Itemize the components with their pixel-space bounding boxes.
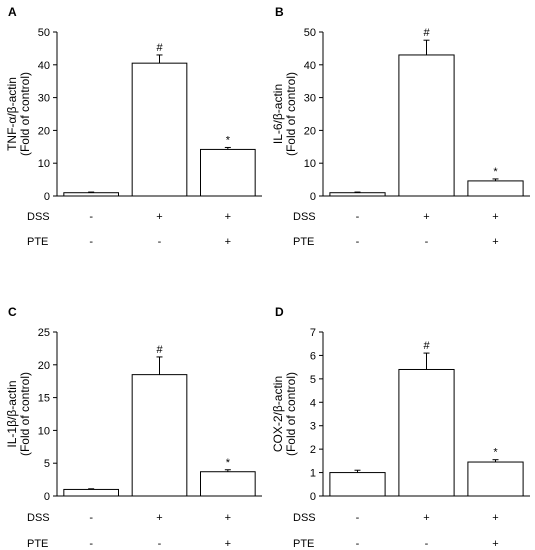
condition-mark: + [225, 538, 231, 550]
significance-marker: # [423, 27, 430, 39]
panel-letter: D [275, 305, 284, 319]
bar [467, 180, 524, 197]
bar [398, 368, 455, 497]
condition-mark: + [423, 512, 429, 524]
bar [200, 148, 256, 197]
condition-mark: - [356, 236, 360, 248]
y-tick-label: 2 [310, 444, 316, 456]
condition-mark: - [356, 538, 360, 550]
y-tick-label: 10 [304, 158, 316, 170]
y-tick-label: 30 [304, 93, 316, 105]
bar [398, 54, 455, 197]
y-axis-label: TNF-α/β-actin [5, 77, 19, 151]
y-axis-label: (Fold of control) [284, 72, 298, 156]
y-tick-label: 1 [310, 468, 316, 480]
condition-mark: + [225, 512, 231, 524]
y-tick-label: 20 [304, 125, 316, 137]
condition-mark: + [156, 211, 162, 223]
y-tick-label: 4 [310, 397, 316, 409]
y-tick-label: 7 [310, 327, 316, 339]
condition-mark: - [158, 538, 162, 550]
condition-mark: + [225, 236, 231, 248]
y-tick-label: 10 [38, 158, 50, 170]
y-tick-label: 6 [310, 350, 316, 362]
y-axis-label: IL-6/β-actin [271, 84, 285, 144]
condition-label: PTE [293, 538, 314, 550]
condition-label: DSS [27, 211, 50, 223]
condition-mark: + [492, 512, 498, 524]
condition-label: PTE [293, 236, 314, 248]
y-axis-label: (Fold of control) [284, 372, 298, 456]
condition-mark: + [156, 512, 162, 524]
condition-mark: - [89, 512, 93, 524]
y-axis-label: IL-1β/β-actin [5, 380, 19, 447]
y-tick-label: 50 [304, 27, 316, 39]
y-tick-label: 40 [38, 60, 50, 72]
y-tick-label: 20 [38, 125, 50, 137]
condition-mark: + [423, 211, 429, 223]
y-tick-label: 25 [38, 327, 50, 339]
bar [329, 192, 386, 197]
significance-marker: * [493, 166, 498, 178]
condition-label: DSS [293, 512, 316, 524]
y-axis-label: (Fold of control) [18, 72, 32, 156]
y-tick-label: 15 [38, 393, 50, 405]
significance-marker: * [493, 447, 498, 459]
y-axis-label: (Fold of control) [18, 372, 32, 456]
condition-mark: - [158, 236, 162, 248]
significance-marker: # [423, 340, 430, 352]
condition-label: PTE [27, 538, 48, 550]
condition-mark: - [89, 236, 93, 248]
panel-letter: C [8, 305, 17, 319]
bar [200, 471, 256, 497]
condition-mark: + [492, 211, 498, 223]
condition-mark: + [492, 538, 498, 550]
significance-marker: # [156, 42, 163, 54]
y-tick-label: 0 [310, 191, 316, 203]
significance-marker: * [226, 457, 231, 469]
bar [63, 488, 119, 497]
y-tick-label: 50 [38, 27, 50, 39]
condition-mark: - [89, 211, 93, 223]
y-tick-label: 30 [38, 93, 50, 105]
y-tick-label: 3 [310, 421, 316, 433]
y-tick-label: 0 [44, 491, 50, 503]
condition-label: DSS [293, 211, 316, 223]
bar [131, 62, 188, 197]
condition-mark: - [425, 538, 429, 550]
y-tick-label: 10 [38, 425, 50, 437]
bar [467, 461, 524, 497]
y-tick-label: 0 [44, 191, 50, 203]
y-tick-label: 5 [44, 458, 50, 470]
condition-label: DSS [27, 512, 50, 524]
condition-mark: - [356, 512, 360, 524]
condition-mark: + [225, 211, 231, 223]
condition-mark: - [356, 211, 360, 223]
bar [63, 192, 119, 197]
condition-mark: - [425, 236, 429, 248]
y-tick-label: 40 [304, 60, 316, 72]
significance-marker: * [226, 134, 231, 146]
y-axis-label: COX-2/β-actin [271, 376, 285, 452]
significance-marker: # [156, 344, 163, 356]
bar [329, 472, 386, 497]
bar [131, 374, 188, 497]
condition-mark: + [492, 236, 498, 248]
y-tick-label: 0 [310, 491, 316, 503]
panel-letter: B [275, 5, 284, 19]
panel-letter: A [8, 5, 17, 19]
condition-label: PTE [27, 236, 48, 248]
y-tick-label: 20 [38, 360, 50, 372]
y-tick-label: 5 [310, 374, 316, 386]
condition-mark: - [89, 538, 93, 550]
